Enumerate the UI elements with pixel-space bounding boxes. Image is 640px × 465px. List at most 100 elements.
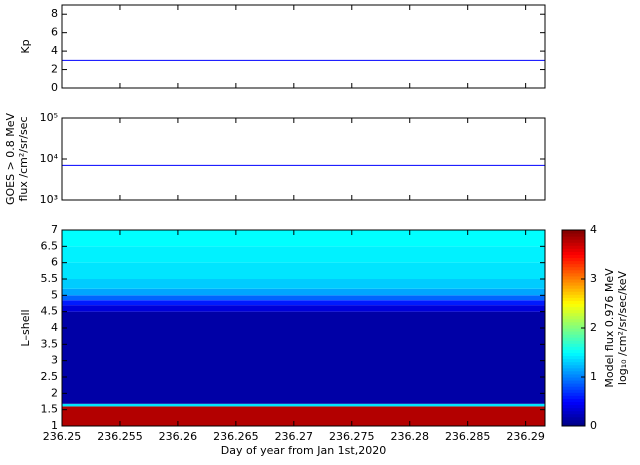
colorbar-cell xyxy=(562,370,585,375)
colorbar-cell xyxy=(562,364,585,369)
colorbar-cell xyxy=(562,367,585,372)
colorbar-cell xyxy=(562,309,585,314)
colorbar-cell xyxy=(562,254,585,259)
y-tick-label: 2 xyxy=(51,386,58,399)
y-axis-label: Kp xyxy=(19,39,32,53)
x-tick-label: 236.285 xyxy=(445,430,491,443)
colorbar-cell xyxy=(562,239,585,243)
colorbar-cell xyxy=(562,389,585,393)
colorbar-cell xyxy=(562,279,585,283)
y-tick-label: 4 xyxy=(51,321,58,334)
colorbar-cell xyxy=(562,340,585,344)
y-tick-label: 2.5 xyxy=(41,370,59,383)
x-tick-label: 236.25 xyxy=(43,430,82,443)
colorbar-tick-label: 0 xyxy=(590,419,597,432)
colorbar-cell xyxy=(562,352,585,357)
colorbar-cell xyxy=(562,321,585,326)
y-tick-label: 10⁵ xyxy=(40,111,58,124)
x-tick-label: 236.28 xyxy=(390,430,429,443)
colorbar-cell xyxy=(562,306,585,311)
colorbar-label: Model flux 0.976 MeV xyxy=(603,268,616,388)
colorbar-cell xyxy=(562,266,585,271)
x-tick-label: 236.265 xyxy=(213,430,259,443)
colorbar-cell xyxy=(562,236,585,240)
colorbar-cell xyxy=(562,263,585,268)
heat-cell xyxy=(62,305,545,312)
y-tick-label: 6 xyxy=(51,256,58,269)
colorbar-cell xyxy=(562,233,585,237)
colorbar-cell xyxy=(562,419,585,424)
colorbar-cell xyxy=(562,346,585,350)
colorbar-cell xyxy=(562,358,585,363)
y-axis-label: flux /cm²/sr/sec xyxy=(17,117,30,202)
colorbar-cell xyxy=(562,303,585,308)
colorbar-cell xyxy=(562,401,585,406)
colorbar-cell xyxy=(562,413,585,418)
colorbar-cell xyxy=(562,355,585,360)
heat-cell xyxy=(62,262,545,279)
plot-frame xyxy=(61,4,546,89)
y-axis-label: GOES > 0.8 MeV xyxy=(4,112,17,205)
y-tick-label: 10⁴ xyxy=(40,152,59,165)
x-tick-label: 236.26 xyxy=(159,430,198,443)
colorbar-tick-label: 4 xyxy=(590,223,597,236)
y-tick-label: 6.5 xyxy=(41,239,59,252)
y-tick-label: 3.5 xyxy=(41,337,59,350)
heat-cell xyxy=(62,295,545,301)
colorbar-cell xyxy=(562,285,585,289)
x-tick-label: 236.255 xyxy=(97,430,143,443)
heat-cell xyxy=(62,288,545,296)
colorbar-cell xyxy=(562,297,585,301)
colorbar-cell xyxy=(562,398,585,402)
colorbar-cell xyxy=(562,300,585,304)
colorbar-cell xyxy=(562,377,585,381)
y-tick-label: 0 xyxy=(51,81,58,94)
colorbar-cell xyxy=(562,407,585,412)
colorbar-cell xyxy=(562,383,585,387)
colorbar-cell xyxy=(562,260,585,265)
colorbar-tick-label: 1 xyxy=(590,370,597,383)
colorbar-cell xyxy=(562,245,585,249)
x-tick-label: 236.29 xyxy=(506,430,545,443)
colorbar-cell xyxy=(562,331,585,335)
colorbar-cell xyxy=(562,416,585,421)
colorbar-cell xyxy=(562,248,585,252)
y-tick-label: 10³ xyxy=(40,193,58,206)
y-tick-label: 1.5 xyxy=(41,403,59,416)
y-tick-label: 3 xyxy=(51,354,58,367)
y-tick-label: 5.5 xyxy=(41,272,59,285)
heat-cell xyxy=(62,246,545,263)
y-tick-label: 4 xyxy=(51,44,58,57)
y-tick-label: 7 xyxy=(51,223,58,236)
colorbar-cell xyxy=(562,272,585,277)
colorbar-cell xyxy=(562,291,585,295)
plot-frame xyxy=(61,117,546,201)
colorbar-cell xyxy=(562,361,585,366)
heat-cell xyxy=(62,230,545,247)
y-tick-label: 5 xyxy=(51,288,58,301)
colorbar-cell xyxy=(562,242,585,246)
heat-cell xyxy=(62,279,545,289)
colorbar-cell xyxy=(562,373,585,378)
colorbar-cell xyxy=(562,386,585,390)
y-tick-label: 2 xyxy=(51,63,58,76)
colorbar-cell xyxy=(562,404,585,409)
y-axis-label: L–shell xyxy=(19,309,32,346)
y-tick-label: 6 xyxy=(51,26,58,39)
heat-cell xyxy=(62,406,545,426)
colorbar-cell xyxy=(562,343,585,347)
colorbar-cell xyxy=(562,334,585,338)
colorbar-cell xyxy=(562,294,585,298)
colorbar-cell xyxy=(562,410,585,415)
colorbar-cell xyxy=(562,315,585,320)
x-tick-label: 236.275 xyxy=(329,430,375,443)
colorbar-cell xyxy=(562,392,585,396)
heat-cell xyxy=(62,300,545,306)
colorbar-cell xyxy=(562,251,585,255)
x-tick-label: 236.27 xyxy=(275,430,314,443)
colorbar-cell xyxy=(562,422,585,427)
colorbar-cell xyxy=(562,328,585,332)
colorbar-cell xyxy=(562,257,585,262)
y-tick-label: 8 xyxy=(51,7,58,20)
colorbar-cell xyxy=(562,337,585,341)
